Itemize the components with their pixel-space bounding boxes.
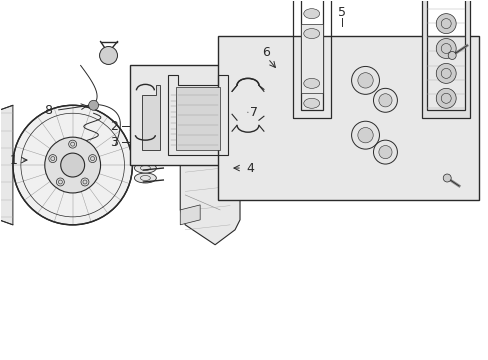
Ellipse shape — [303, 9, 319, 19]
Text: 7: 7 — [249, 106, 258, 119]
Circle shape — [435, 63, 455, 84]
Circle shape — [447, 51, 455, 59]
Circle shape — [61, 153, 84, 177]
Circle shape — [88, 100, 99, 110]
Circle shape — [435, 39, 455, 58]
Ellipse shape — [378, 145, 391, 159]
Ellipse shape — [134, 147, 156, 157]
Polygon shape — [176, 87, 220, 150]
Ellipse shape — [134, 137, 156, 147]
Circle shape — [56, 178, 64, 186]
Text: 3: 3 — [110, 136, 118, 149]
Ellipse shape — [357, 127, 372, 143]
Circle shape — [81, 178, 89, 186]
Circle shape — [68, 140, 77, 148]
Text: 6: 6 — [262, 46, 269, 59]
Circle shape — [49, 154, 57, 163]
Circle shape — [13, 105, 132, 225]
Ellipse shape — [303, 98, 319, 108]
Text: 5: 5 — [337, 6, 345, 19]
Circle shape — [45, 137, 101, 193]
Circle shape — [100, 46, 117, 64]
Bar — [300, 24, 322, 93]
Ellipse shape — [351, 121, 379, 149]
Bar — [218, 36, 478, 200]
Polygon shape — [180, 205, 200, 225]
Ellipse shape — [378, 94, 391, 107]
Ellipse shape — [134, 163, 156, 173]
Polygon shape — [180, 95, 200, 120]
Ellipse shape — [134, 173, 156, 183]
Polygon shape — [180, 80, 240, 245]
Ellipse shape — [357, 73, 372, 88]
Ellipse shape — [303, 78, 319, 88]
Bar — [130, 66, 244, 165]
Text: 4: 4 — [245, 162, 253, 175]
Ellipse shape — [134, 155, 156, 165]
Ellipse shape — [351, 67, 379, 94]
Polygon shape — [422, 0, 469, 118]
Text: 2: 2 — [110, 120, 118, 133]
Circle shape — [435, 14, 455, 33]
Circle shape — [88, 154, 96, 163]
Polygon shape — [0, 105, 13, 225]
Ellipse shape — [373, 140, 397, 164]
Ellipse shape — [303, 28, 319, 39]
Circle shape — [442, 174, 450, 182]
Ellipse shape — [373, 88, 397, 112]
Circle shape — [435, 88, 455, 108]
Polygon shape — [142, 85, 160, 150]
Text: 8: 8 — [43, 104, 52, 117]
Text: 1: 1 — [10, 154, 18, 167]
